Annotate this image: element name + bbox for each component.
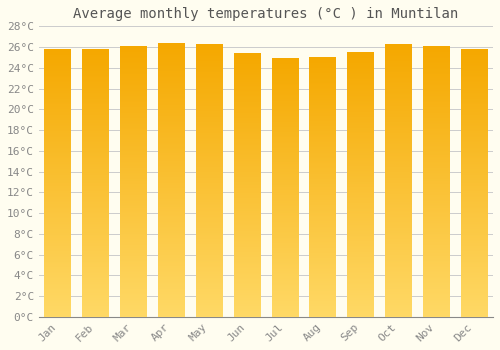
Title: Average monthly temperatures (°C ) in Muntilan: Average monthly temperatures (°C ) in Mu… [74,7,458,21]
